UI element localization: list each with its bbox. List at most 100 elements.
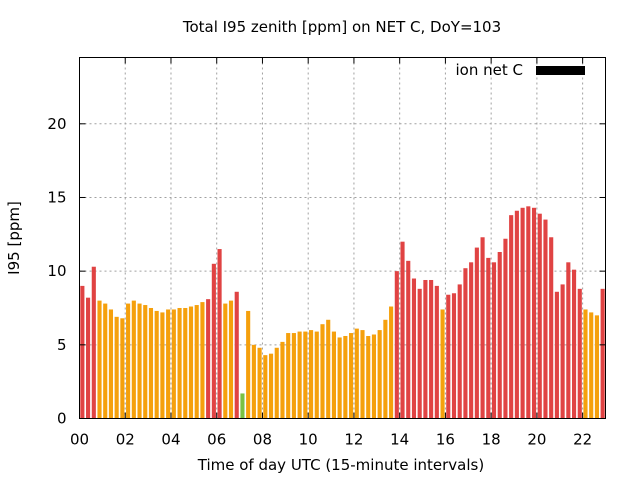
- bar: [80, 285, 85, 419]
- bar: [200, 302, 205, 419]
- bar: [503, 238, 508, 419]
- bar: [349, 333, 354, 419]
- bar: [286, 333, 291, 419]
- bar: [188, 306, 194, 419]
- bar: [131, 300, 136, 419]
- bar: [251, 344, 256, 419]
- bar: [583, 309, 588, 419]
- bar: [143, 305, 148, 419]
- legend: ion net C: [456, 61, 585, 79]
- bar: [572, 269, 577, 419]
- bar: [160, 312, 165, 419]
- bar: [463, 268, 468, 419]
- bar: [309, 330, 314, 419]
- bar: [417, 288, 422, 419]
- bar: [91, 266, 96, 419]
- bar: [423, 279, 428, 419]
- bars: [80, 206, 605, 419]
- bar: [177, 307, 182, 419]
- bar: [114, 316, 119, 419]
- plot-frame: [79, 57, 606, 419]
- bar: [383, 319, 388, 419]
- bar: [97, 300, 102, 419]
- bar: [457, 284, 462, 419]
- bar: [446, 294, 451, 419]
- bar: [497, 252, 502, 419]
- y-tick-label: 0: [57, 410, 67, 428]
- y-tick-label: 5: [57, 336, 67, 354]
- x-tick-label: 00: [70, 431, 89, 449]
- x-tick-label: 20: [527, 431, 546, 449]
- y-axis-label: I95 [ppm]: [5, 201, 23, 275]
- bar: [560, 284, 565, 419]
- bar: [549, 237, 554, 419]
- x-tick-label: 02: [116, 431, 135, 449]
- bar: [291, 333, 296, 419]
- bar: [343, 335, 348, 419]
- bar: [183, 307, 188, 419]
- bar: [514, 210, 519, 419]
- bar: [320, 324, 325, 419]
- bar: [314, 331, 319, 419]
- x-tick-label: 14: [390, 431, 409, 449]
- bar: [194, 305, 199, 419]
- bar: [211, 263, 216, 419]
- bar: [366, 335, 371, 419]
- bar: [206, 299, 211, 419]
- bar: [520, 207, 525, 419]
- x-axis-ticks: 00 02 04 06 08 10 12 14 16 18 20 22: [70, 57, 592, 449]
- bar: [120, 318, 125, 419]
- bar: [429, 279, 434, 419]
- bar: [531, 207, 537, 419]
- x-tick-label: 16: [436, 431, 455, 449]
- bar: [543, 219, 548, 419]
- bar: [246, 310, 251, 419]
- y-tick-label: 15: [47, 188, 66, 206]
- bar: [389, 306, 394, 419]
- bar: [326, 319, 331, 419]
- bar: [394, 271, 399, 419]
- bar: [268, 353, 274, 419]
- bar: [103, 303, 108, 419]
- bar: [434, 285, 439, 419]
- legend-label: ion net C: [456, 61, 523, 79]
- bar: [537, 213, 542, 419]
- bar: [566, 262, 571, 419]
- bar: [594, 315, 599, 419]
- bar: [480, 237, 485, 419]
- bar: [577, 288, 582, 419]
- bar: [217, 249, 222, 419]
- x-tick-label: 06: [207, 431, 226, 449]
- bar: [108, 309, 114, 419]
- bar: [223, 303, 228, 419]
- bar: [228, 300, 234, 419]
- x-tick-label: 10: [299, 431, 318, 449]
- bar: [354, 328, 359, 419]
- bar: [154, 310, 159, 419]
- bar: [600, 288, 605, 419]
- bar: [474, 247, 479, 419]
- bar: [86, 297, 91, 419]
- bar: [337, 337, 342, 419]
- bar: [411, 278, 417, 419]
- bar: [360, 330, 365, 419]
- bar: [126, 303, 131, 419]
- bar: [171, 309, 176, 419]
- bar: [440, 309, 445, 419]
- y-tick-label: 10: [47, 262, 66, 280]
- y-axis-ticks: 0 5 10 15 20: [47, 115, 606, 428]
- bar: [166, 309, 171, 419]
- bar: [274, 347, 279, 419]
- bar: [554, 291, 559, 419]
- bar: [303, 331, 308, 419]
- bar: [280, 341, 285, 419]
- bar: [509, 215, 514, 419]
- bar: [263, 355, 268, 419]
- x-tick-label: 22: [573, 431, 592, 449]
- bar: [297, 331, 302, 419]
- bar: [589, 312, 594, 419]
- bar: [400, 241, 405, 419]
- bar: [377, 330, 382, 419]
- bar: [240, 393, 245, 419]
- bar: [486, 257, 491, 419]
